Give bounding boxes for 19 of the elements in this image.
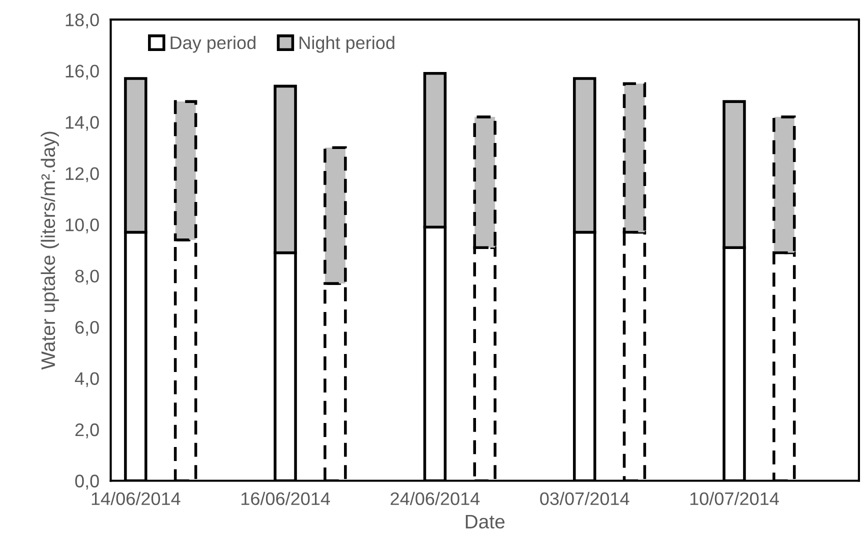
x-tick-label: 14/06/2014 [92,492,180,506]
y-tick-label: 16,0 [66,64,99,80]
y-axis-title: Water uptake (liters/m².day) [40,132,59,370]
y-tick-label: 8,0 [75,270,99,285]
y-tick-label: 10,0 [66,218,99,234]
y-tick-label: 0,0 [75,474,99,490]
x-axis-title: Date [466,514,505,529]
y-tick-label: 4,0 [74,372,99,388]
legend-label: Night period [300,36,394,53]
x-tick-label: 03/07/2014 [540,492,630,506]
x-tick-label: 24/06/2014 [390,492,480,506]
y-tick-label: 6,0 [75,320,99,336]
legend-label: Day period [170,36,256,53]
x-tick-label: 16/06/2014 [242,492,330,506]
x-tick-label: 10/07/2014 [690,492,779,506]
y-tick-label: 18,0 [66,14,99,28]
y-tick-label: 14,0 [66,116,99,131]
y-tick-label: 2,0 [75,423,99,438]
y-tick-label: 12,0 [66,167,99,182]
